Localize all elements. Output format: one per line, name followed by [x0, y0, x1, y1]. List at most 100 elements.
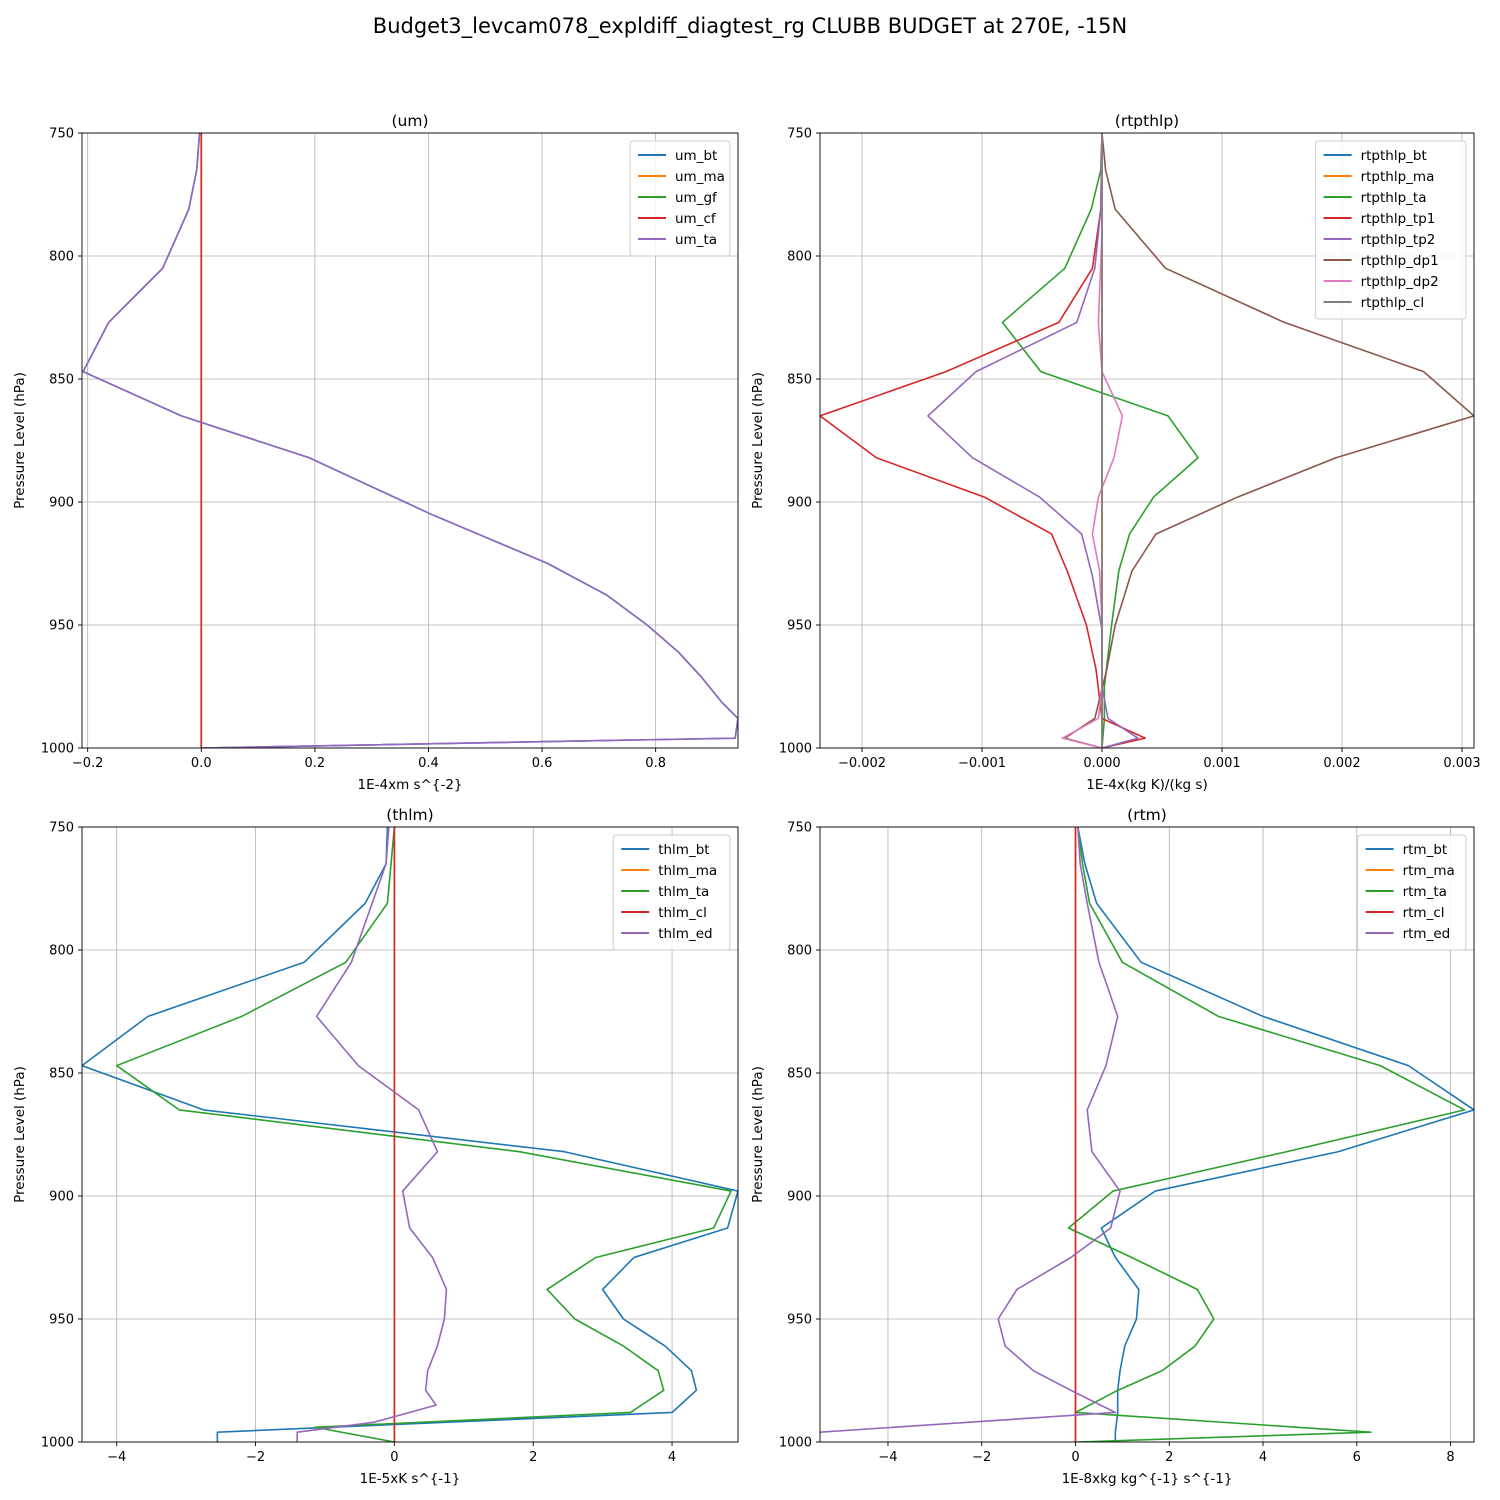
legend-entry: rtm_cl: [1403, 905, 1445, 921]
y-tick-label: 850: [787, 373, 812, 388]
legend: um_bt um_ma um_gf um_cf um_ta: [629, 140, 731, 257]
subplot-title: (thlm): [386, 806, 433, 824]
x-tick-label: 0: [1071, 1450, 1079, 1465]
y-tick-label: 1000: [41, 742, 74, 757]
x-axis-label: 1E-4x(kg K)/(kg s): [1086, 777, 1207, 793]
x-tick-label: −2: [972, 1450, 991, 1465]
y-tick-label: 900: [49, 1190, 74, 1205]
series-line-um_ta: [82, 133, 738, 748]
x-tick-label: −0.001: [958, 756, 1006, 771]
legend: rtpthlp_bt rtpthlp_ma rtpthlp_ta rtpthlp_tp…: [1315, 140, 1467, 320]
y-axis-label: Pressure Level (hPa): [12, 1066, 28, 1203]
y-axis-label: Pressure Level (hPa): [12, 372, 28, 509]
legend-entry: thlm_ed: [658, 926, 712, 942]
legend-entry: um_ma: [675, 169, 725, 185]
x-tick-label: 0.000: [1083, 756, 1120, 771]
axes-frame: [819, 826, 1475, 1443]
legend-entry: rtpthlp_bt: [1361, 148, 1427, 164]
subplot-title: (rtm): [1127, 806, 1167, 824]
series-line-rtpthlp_ta: [1001, 133, 1199, 748]
legend-entry: thlm_bt: [658, 842, 709, 858]
legend-entry: rtpthlp_dp1: [1361, 253, 1439, 269]
x-tick-label: 0.8: [645, 756, 666, 771]
y-tick-label: 750: [787, 127, 812, 142]
y-tick-label: 950: [49, 1313, 74, 1328]
y-tick-label: 800: [49, 944, 74, 959]
y-tick-label: 950: [49, 619, 74, 634]
x-tick-label: 4: [668, 1450, 676, 1465]
legend-entry: thlm_ta: [658, 884, 709, 900]
x-axis-label: 1E-5xK s^{-1}: [360, 1471, 461, 1487]
subplot-rtpthlp: −0.002 −0.001 0.000 0.001 0.002 0.003 750 800 85…: [750, 112, 1481, 793]
series-line-rtm_ed: [820, 827, 1121, 1433]
y-tick-label: 750: [49, 821, 74, 836]
legend-box: [612, 834, 731, 951]
y-tick-label: 800: [787, 944, 812, 959]
x-tick-label: 0.6: [532, 756, 553, 771]
legend-entry: rtpthlp_dp2: [1361, 274, 1439, 290]
y-tick-label: 900: [787, 1190, 812, 1205]
legend-entry: um_cf: [675, 211, 717, 227]
y-tick-label: 900: [787, 496, 812, 511]
y-tick-label: 800: [787, 250, 812, 265]
legend-entry: um_bt: [675, 148, 717, 164]
axes-frame: [81, 132, 739, 749]
legend: thlm_bt thlm_ma thlm_ta thlm_cl thlm_ed: [612, 834, 731, 951]
x-tick-label: 0: [390, 1450, 398, 1465]
x-tick-label: −4: [107, 1450, 126, 1465]
subplot-um: −0.2 0.0 0.2 0.4 0.6 0.8 750 800 850 900 950 1000 1E…: [12, 112, 739, 793]
y-tick-label: 800: [49, 250, 74, 265]
legend-box: [1315, 140, 1467, 320]
x-tick-label: −4: [878, 1450, 897, 1465]
legend-entry: thlm_ma: [658, 863, 717, 879]
legend-entry: rtm_ma: [1403, 863, 1455, 879]
y-tick-label: 750: [787, 821, 812, 836]
series-line-rtm_ta: [1067, 827, 1466, 1442]
y-tick-label: 850: [787, 1067, 812, 1082]
x-tick-label: 0.002: [1323, 756, 1360, 771]
x-tick-label: 0.4: [418, 756, 439, 771]
x-tick-label: 4: [1259, 1450, 1267, 1465]
series-line-rtpthlp_dp2: [1061, 133, 1124, 748]
legend-entry: rtm_bt: [1403, 842, 1448, 858]
legend-entry: rtpthlp_ta: [1361, 190, 1427, 206]
y-tick-label: 1000: [41, 1436, 74, 1451]
legend-entry: thlm_cl: [658, 905, 707, 921]
subplot-thlm: −4 −2 0 2 4 750 800 850 900 950 1000 1E-5xK s^{-1} P…: [12, 806, 739, 1487]
series-line-rtpthlp_tp1: [820, 133, 1146, 748]
legend-entry: rtm_ta: [1403, 884, 1447, 900]
series-line-thlm_ta: [115, 827, 732, 1442]
legend-entry: rtpthlp_cl: [1361, 295, 1425, 311]
axes-frame: [81, 826, 739, 1443]
y-tick-label: 900: [49, 496, 74, 511]
y-tick-label: 850: [49, 1067, 74, 1082]
legend-entry: rtpthlp_ma: [1361, 169, 1435, 185]
legend-box: [629, 140, 731, 257]
x-tick-label: 8: [1446, 1450, 1454, 1465]
x-tick-label: 6: [1353, 1450, 1361, 1465]
legend-entry: rtm_ed: [1403, 926, 1451, 942]
x-axis-label: 1E-4xm s^{-2}: [358, 777, 463, 793]
x-axis-label: 1E-8xkg kg^{-1} s^{-1}: [1062, 1471, 1233, 1487]
x-tick-label: −0.2: [72, 756, 104, 771]
series-line-rtpthlp_tp2: [927, 133, 1139, 748]
x-tick-label: 0.003: [1443, 756, 1480, 771]
legend-box: [1357, 834, 1467, 951]
y-tick-label: 850: [49, 373, 74, 388]
x-tick-label: −2: [246, 1450, 265, 1465]
figure-title: Budget3_levcam078_expldiff_diagtest_rg C…: [372, 14, 1128, 38]
legend-entry: um_ta: [675, 232, 717, 248]
y-tick-label: 750: [49, 127, 74, 142]
subplot-title: (rtpthlp): [1115, 112, 1179, 130]
y-tick-label: 1000: [779, 1436, 812, 1451]
legend-entry: rtpthlp_tp2: [1361, 232, 1436, 248]
series-line-thlm_ed: [296, 827, 448, 1442]
y-tick-label: 1000: [779, 742, 812, 757]
x-tick-label: 2: [1165, 1450, 1173, 1465]
y-tick-label: 950: [787, 1313, 812, 1328]
y-axis-label: Pressure Level (hPa): [750, 372, 766, 509]
series-line-thlm_bt: [82, 827, 738, 1442]
legend: rtm_bt rtm_ma rtm_ta rtm_cl rtm_ed: [1357, 834, 1467, 951]
x-tick-label: 2: [529, 1450, 537, 1465]
